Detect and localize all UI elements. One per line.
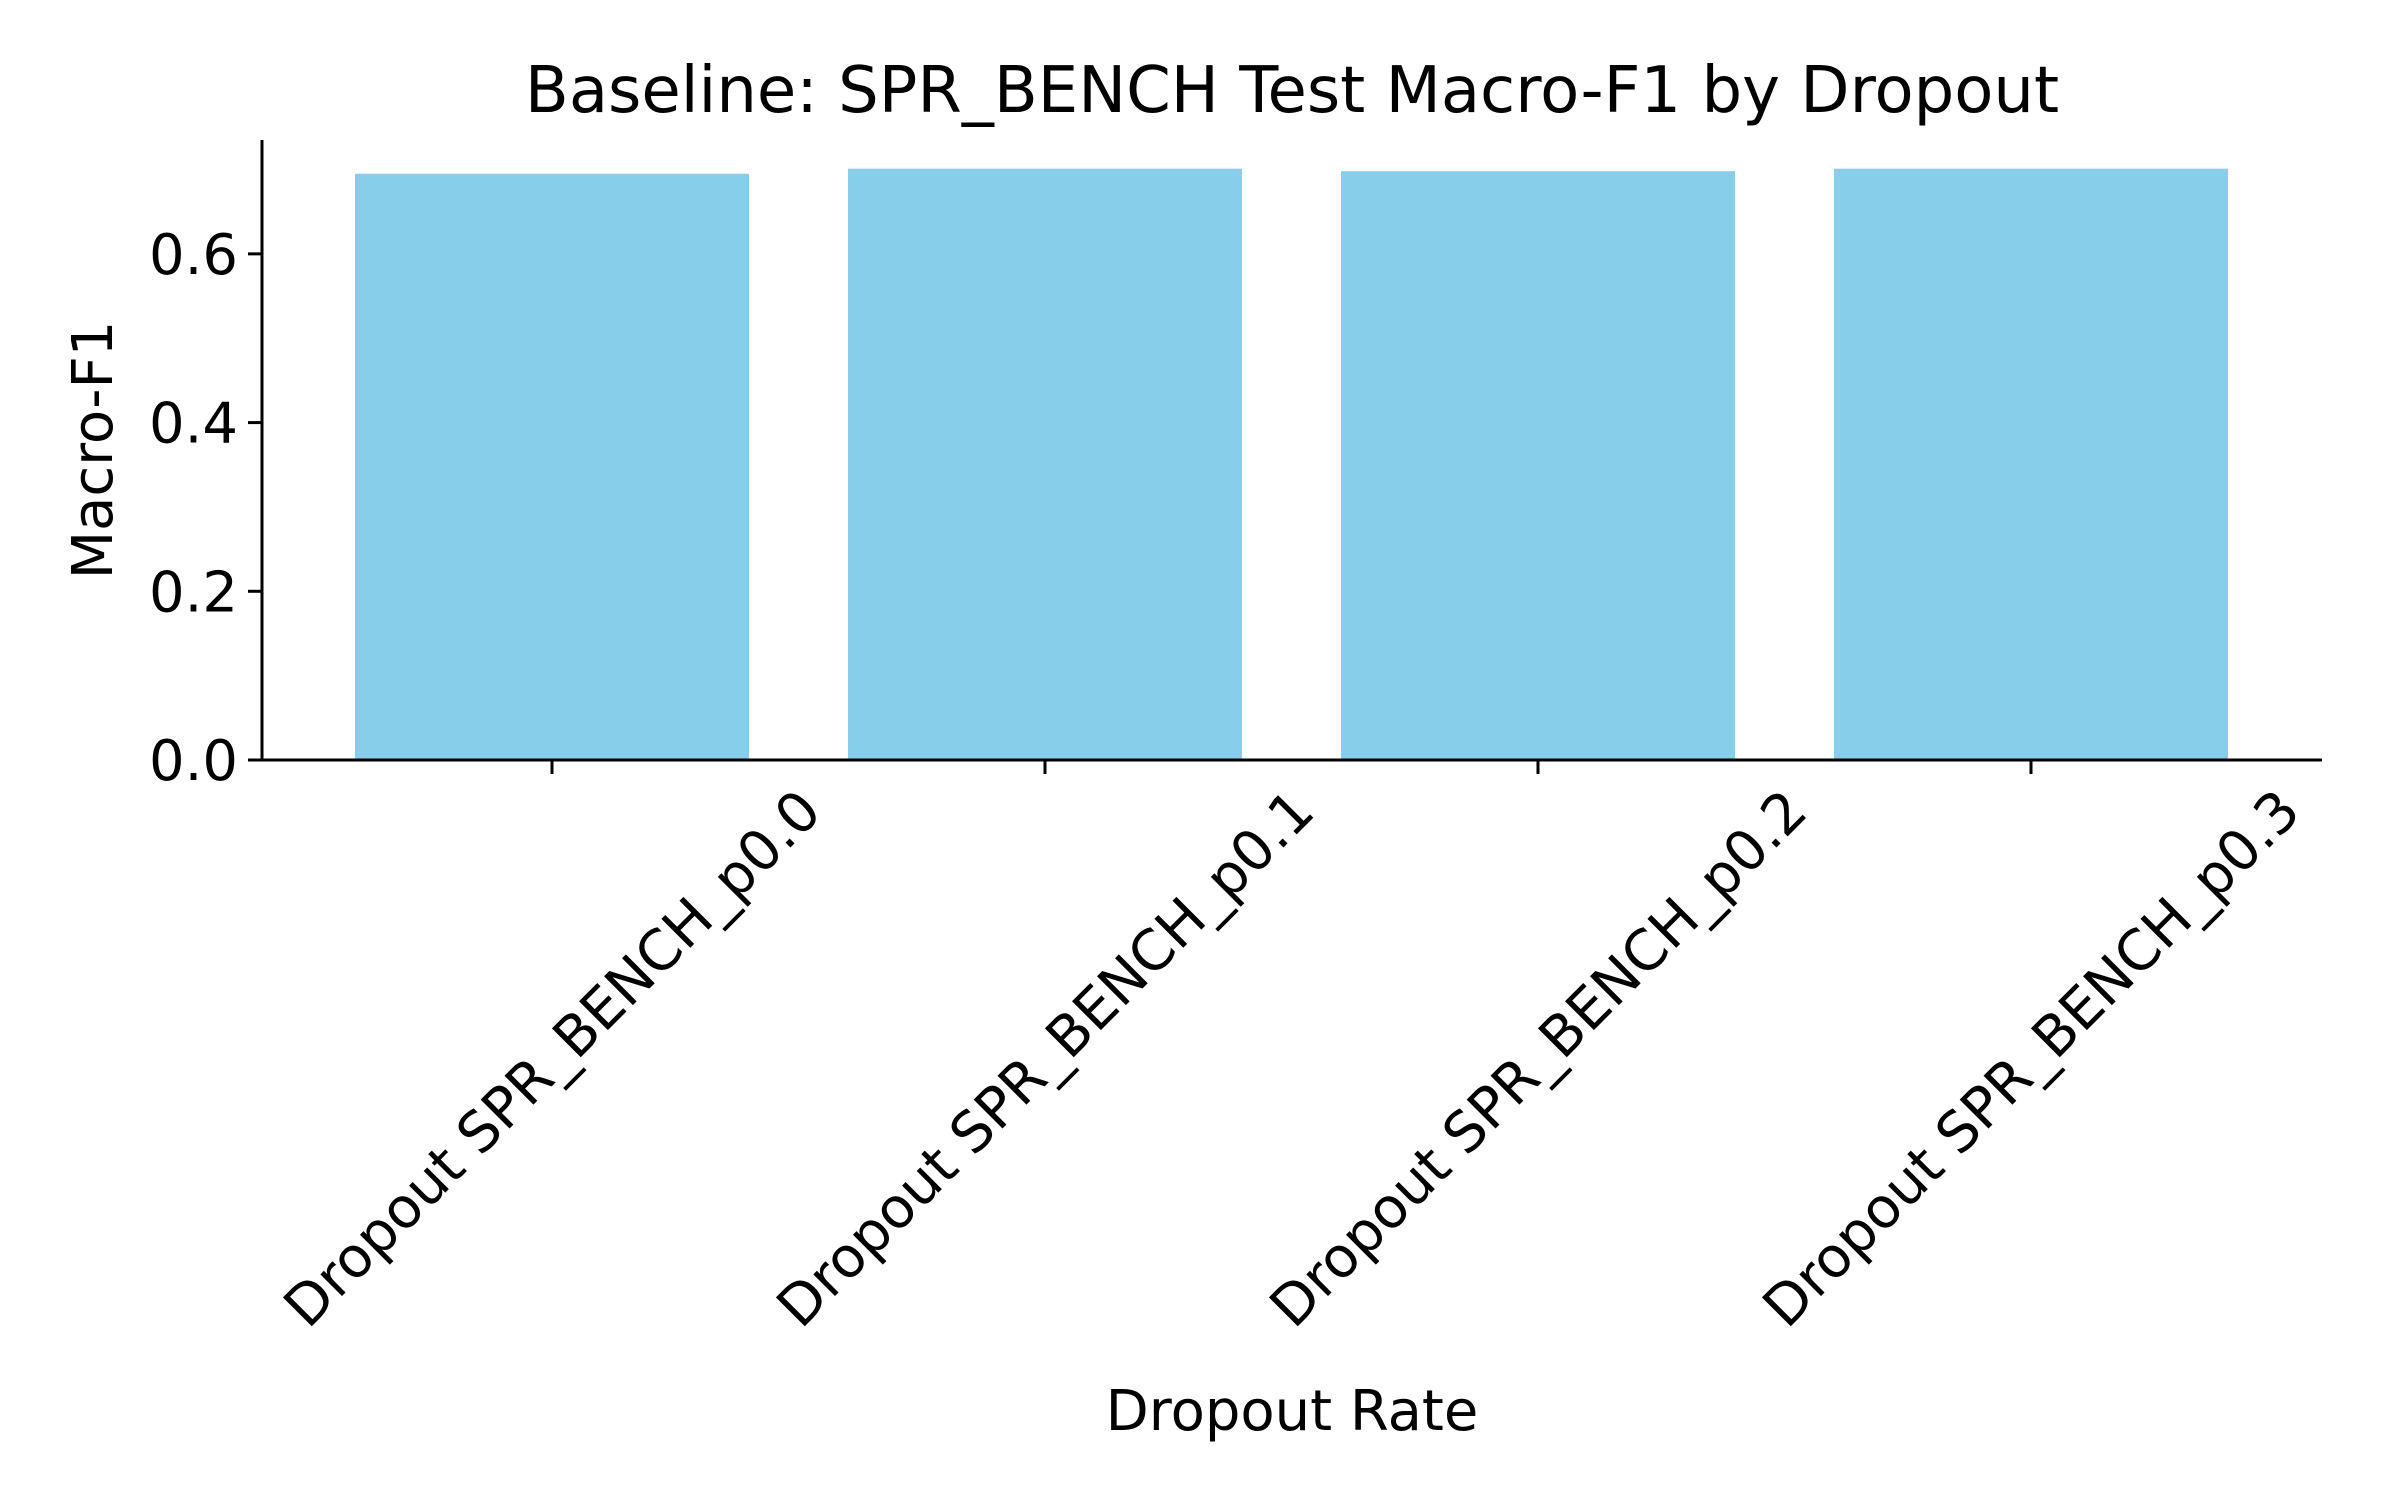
x-tick-label-2: Dropout SPR_BENCH_p0.1 [765, 778, 1327, 1340]
y-tick-label-3: 0.4 [149, 392, 238, 457]
chart-title: Baseline: SPR_BENCH Test Macro-F1 by Dro… [525, 54, 2059, 128]
bar-1 [355, 173, 749, 760]
x-tick-label-3: Dropout SPR_BENCH_p0.2 [1258, 778, 1820, 1340]
y-tick-label-1: 0.0 [149, 729, 238, 794]
y-tick-label-2: 0.2 [149, 560, 238, 625]
x-tick-label-1: Dropout SPR_BENCH_p0.0 [272, 778, 834, 1340]
y-axis-ticks: 0.0 0.2 0.4 0.6 [149, 223, 262, 794]
y-tick-label-4: 0.6 [149, 223, 238, 288]
bars-group [355, 168, 2228, 761]
bar-3 [1341, 171, 1735, 761]
bar-4 [1834, 168, 2228, 760]
x-axis-label: Dropout Rate [1106, 1379, 1479, 1444]
bar-2 [848, 168, 1242, 760]
x-tick-label-4: Dropout SPR_BENCH_p0.3 [1751, 778, 2313, 1340]
y-axis-label: Macro-F1 [61, 321, 126, 580]
